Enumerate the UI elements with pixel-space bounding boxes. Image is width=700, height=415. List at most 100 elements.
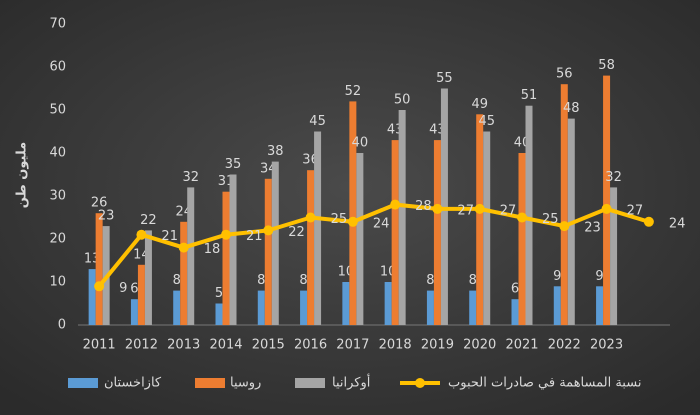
bar (130, 299, 138, 325)
line-value-label: 28 (415, 199, 432, 214)
line-marker (474, 203, 485, 214)
line-marker (390, 199, 401, 210)
bar-value-label: 9 (553, 269, 561, 284)
bar (95, 213, 103, 325)
bar (356, 153, 364, 325)
bar (610, 187, 618, 325)
line-value-label: 27 (500, 203, 517, 218)
bar (229, 174, 237, 325)
x-tick-label: 2011 (83, 338, 116, 353)
bar-value-label: 32 (182, 170, 199, 185)
bar (433, 140, 441, 325)
line-value-label: 25 (331, 212, 348, 227)
bar-value-label: 9 (595, 269, 603, 284)
x-tick-label: 2022 (548, 338, 581, 353)
x-tick-label: 2019 (421, 338, 454, 353)
bar (300, 290, 308, 325)
y-tick-label: 60 (49, 60, 66, 75)
bar (553, 286, 561, 325)
bar (137, 264, 145, 325)
line-marker (559, 221, 570, 232)
bar (307, 170, 315, 325)
bar (525, 105, 533, 325)
bar (398, 110, 406, 325)
bar-value-label: 45 (309, 114, 326, 129)
bar (215, 303, 223, 325)
legend-label: كازاخستان (104, 376, 162, 391)
line-value-label: 9 (119, 281, 127, 296)
line-value-label: 21 (246, 229, 263, 244)
bar-value-label: 8 (299, 273, 307, 288)
legend-label: أوكرانيا (332, 374, 370, 391)
bar-value-label: 52 (345, 84, 362, 99)
bar (144, 230, 152, 325)
bar-value-label: 35 (225, 157, 242, 172)
y-tick-label: 70 (49, 17, 66, 32)
bar (518, 153, 526, 325)
bar-value-label: 6 (511, 282, 519, 297)
bar (596, 286, 604, 325)
bar (88, 269, 96, 325)
x-tick-label: 2016 (294, 338, 327, 353)
line-marker (432, 203, 443, 214)
x-tick-label: 2020 (463, 338, 496, 353)
line-value-label: 21 (161, 229, 178, 244)
line (97, 202, 650, 288)
line-marker (136, 229, 147, 240)
bar (264, 178, 272, 325)
line-value-label: 24 (373, 216, 390, 231)
legend-marker (415, 378, 425, 388)
bar-value-label: 49 (471, 97, 488, 112)
x-tick-label: 2018 (379, 338, 412, 353)
bar-value-label: 45 (478, 114, 495, 129)
line-marker (643, 216, 654, 227)
legend-swatch (68, 378, 98, 388)
bar-value-label: 23 (98, 209, 115, 224)
line-marker (221, 229, 231, 240)
bar-value-label: 6 (130, 282, 138, 297)
y-axis-label: مليون طن (15, 142, 30, 208)
bar-value-label: 5 (215, 286, 223, 301)
x-tick-label: 2012 (125, 338, 158, 353)
line-value-label: 18 (204, 242, 221, 257)
line-marker (305, 212, 316, 223)
bar-value-label: 58 (598, 58, 615, 73)
bar (222, 191, 230, 325)
bar-value-label: 55 (436, 71, 453, 86)
bar-value-label: 40 (352, 136, 369, 151)
bar (187, 187, 195, 325)
bar (180, 221, 188, 325)
bar-value-label: 38 (267, 144, 284, 159)
bar (469, 290, 477, 325)
line-value-label: 27 (457, 203, 474, 218)
bar-value-label: 50 (394, 93, 411, 108)
legend-label: روسيا (230, 376, 261, 391)
line-value-label: 25 (542, 212, 559, 227)
bar-value-label: 22 (140, 213, 157, 228)
x-tick-label: 2017 (336, 338, 369, 353)
y-tick-label: 30 (49, 189, 66, 204)
x-tick-label: 2023 (590, 338, 623, 353)
line-marker (263, 225, 274, 236)
bar-value-label: 56 (556, 67, 573, 82)
line-marker (601, 203, 612, 214)
bar (349, 101, 357, 326)
bar (440, 88, 448, 325)
bar-value-label: 8 (257, 273, 265, 288)
x-tick-label: 2021 (505, 338, 538, 353)
bar (257, 290, 265, 325)
bar (560, 84, 568, 325)
bar (342, 282, 350, 325)
line-marker (517, 212, 527, 223)
y-tick-label: 0 (58, 318, 66, 333)
x-tick-label: 2013 (167, 338, 200, 353)
bar-value-label: 8 (469, 273, 477, 288)
bar-value-label: 8 (173, 273, 181, 288)
line-marker (347, 216, 358, 227)
line-marker (94, 281, 105, 292)
legend-label: نسبة المساهمة في صادرات الحبوب (448, 376, 641, 391)
y-tick-label: 10 (49, 275, 66, 290)
bar (426, 290, 434, 325)
y-tick-label: 20 (49, 232, 66, 247)
